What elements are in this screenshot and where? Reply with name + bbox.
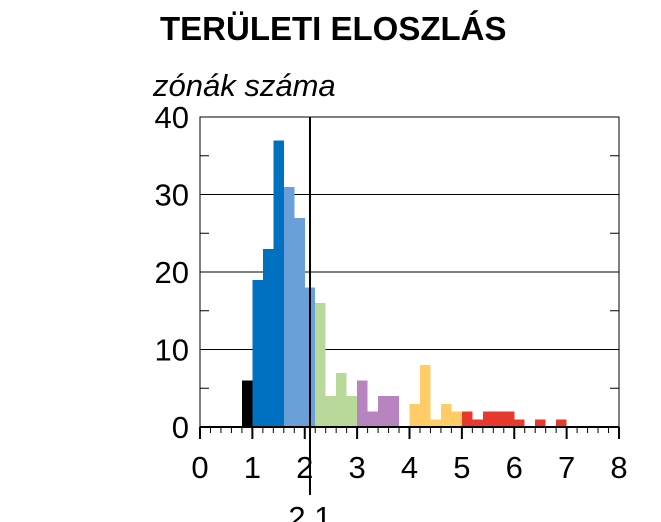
bar-18: [440, 403, 452, 427]
bar-25: [514, 419, 525, 427]
bar-5: [294, 217, 305, 427]
bar-20: [461, 411, 473, 427]
bar-19: [451, 411, 462, 427]
bar-15: [409, 403, 420, 427]
bar-12: [367, 411, 379, 427]
y-tick-label-3: 30: [155, 178, 189, 213]
bar-14: [388, 396, 400, 427]
bar-17: [430, 419, 441, 427]
reference-line-label: 2,1: [288, 500, 331, 522]
x-tick-label-7: 7: [558, 450, 575, 485]
y-tick-label-0: 0: [172, 410, 189, 445]
x-tick-label-4: 4: [401, 450, 418, 485]
bar-22: [482, 411, 494, 427]
bar-4: [283, 186, 295, 427]
bar-26: [535, 419, 546, 427]
x-tick-label-0: 0: [191, 450, 208, 485]
bar-3: [273, 140, 284, 427]
y-tick-label-1: 10: [155, 333, 189, 368]
bar-7: [315, 303, 326, 427]
bar-16: [419, 365, 431, 427]
bar-23: [493, 411, 504, 427]
bar-10: [346, 396, 358, 427]
x-tick-label-5: 5: [453, 450, 470, 485]
bar-1: [252, 279, 263, 427]
bar-13: [378, 396, 389, 427]
x-tick-label-1: 1: [244, 450, 261, 485]
x-tick-label-8: 8: [610, 450, 627, 485]
x-tick-label-2: 2: [296, 450, 313, 485]
bar-9: [336, 372, 347, 427]
y-axis-label: zónák száma: [152, 68, 336, 103]
plot-area: 0 1 2 3 4 5 6 7 8 0 10 20 30 40 2,1: [155, 100, 628, 522]
bar-21: [472, 419, 483, 427]
bar-27: [556, 419, 567, 427]
bar-8: [325, 396, 337, 427]
bar-24: [503, 411, 515, 427]
chart-title: TERÜLETI ELOSZLÁS: [160, 10, 507, 47]
bar-0: [241, 380, 253, 427]
x-tick-label-6: 6: [506, 450, 523, 485]
y-tick-label-4: 40: [155, 100, 189, 135]
y-tick-label-2: 20: [155, 255, 189, 290]
x-tick-label-3: 3: [349, 450, 366, 485]
bar-2: [262, 248, 274, 427]
bar-11: [357, 380, 368, 427]
